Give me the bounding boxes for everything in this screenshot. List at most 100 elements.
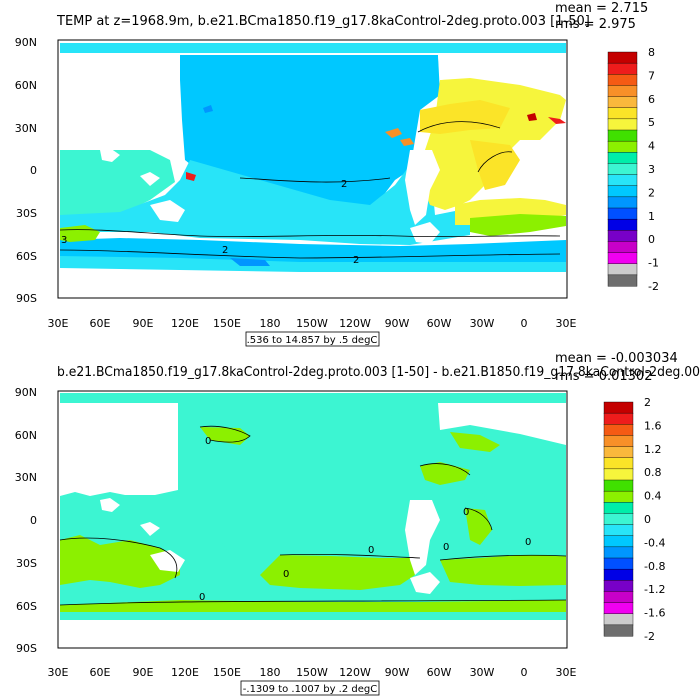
panel-2-contour-label: 0: [463, 507, 469, 518]
panel-1-rms: rms = 2.975: [555, 17, 636, 32]
panel-1-x-tick: 30E: [48, 317, 69, 330]
colorbar-label: 2: [644, 396, 651, 409]
colorbar-cell: [607, 252, 638, 265]
panel-1-x-tick: 120E: [171, 317, 199, 330]
panel-1-x-tick: 60W: [427, 317, 452, 330]
colorbar-cell: [607, 230, 638, 242]
panel-1-x-tick: 30E: [556, 317, 577, 330]
panel-1-y-tick: 30N: [15, 122, 37, 135]
colorbar-label: 1: [648, 210, 655, 223]
colorbar-cell: [603, 546, 634, 559]
panel-1-x-tick: 90W: [385, 317, 410, 330]
panel-2-colorbar-labels: 2 1.6 1.2 0.8 0.4 0 -0.4 -0.8 -1.2 -1.6 -2: [644, 396, 665, 643]
panel-1-info-box: .536 to 14.857 by .5 degC: [245, 331, 380, 347]
colorbar-label: -1.6: [644, 607, 665, 620]
panel-2-x-tick: 60W: [427, 666, 452, 679]
panel-1-y-tick: 60N: [15, 79, 37, 92]
panel-1-hotspots: [186, 105, 566, 266]
colorbar-cell: [603, 524, 634, 537]
colorbar-cell: [607, 129, 638, 142]
panel-1-contour-label: 2: [353, 255, 359, 266]
colorbar-label: 7: [648, 69, 655, 82]
panel-1-y-tick: 60S: [16, 250, 37, 263]
panel-2-colorbar-cells: [603, 401, 634, 637]
colorbar-cell: [603, 568, 634, 581]
panel-2-contour-label: 0: [525, 537, 531, 548]
colorbar-cell: [607, 218, 638, 231]
colorbar-cell: [603, 435, 634, 448]
colorbar-label: -1.2: [644, 583, 665, 596]
colorbar-cell: [607, 62, 638, 75]
panel-1-x-tick: 180: [260, 317, 281, 330]
panel-1-info-text: .536 to 14.857 by .5 degC: [247, 335, 378, 346]
panel-2-y-tick: 60S: [16, 600, 37, 613]
colorbar-cell: [603, 502, 634, 514]
panel-1-colorbar-labels: 8 7 6 5 4 3 2 1 0 -1 -2: [648, 46, 659, 293]
panel-2-rms: rms = 0.01302: [555, 369, 652, 384]
panel-1-y-tick: 90S: [16, 292, 37, 305]
colorbar-cell: [603, 613, 634, 626]
colorbar-cell: [607, 185, 638, 198]
colorbar-cell: [603, 424, 634, 436]
panel-1: TEMP at z=1968.9m, b.e21.BCma1850.f19_g1…: [15, 1, 659, 347]
colorbar-cell: [603, 602, 634, 615]
panel-2-contour-label: 0: [443, 542, 449, 553]
colorbar-cell: [603, 457, 634, 470]
panel-2-x-tick: 30W: [470, 666, 495, 679]
colorbar-cell: [603, 513, 634, 526]
panel-2-x-tick: 30E: [48, 666, 69, 679]
panel-2-y-tick: 0: [30, 514, 37, 527]
colorbar-label: -2: [648, 280, 659, 293]
colorbar-label: 3: [648, 163, 655, 176]
colorbar-cell: [603, 412, 634, 425]
panel-2-x-tick: 0: [521, 666, 528, 679]
panel-1-atlantic: [60, 78, 566, 242]
colorbar-cell: [603, 580, 634, 592]
colorbar-label: 8: [648, 46, 655, 59]
panel-1-ocean: [60, 43, 566, 272]
panel-1-x-tick: 120W: [339, 317, 371, 330]
panel-2-contours: [59, 425, 567, 606]
panel-1-contour-labels: 2 2 2 3: [61, 179, 359, 266]
panel-1-contour-label: 2: [222, 245, 228, 256]
colorbar-label: 2: [648, 186, 655, 199]
panel-2-frame: [57, 390, 568, 649]
panel-2-x-tick: 30E: [556, 666, 577, 679]
panel-2-y-tick: 90S: [16, 642, 37, 655]
colorbar-label: 0.8: [644, 466, 662, 479]
panel-1-title: TEMP at z=1968.9m, b.e21.BCma1850.f19_g1…: [56, 14, 590, 29]
panel-2-contour-label: 0: [368, 545, 374, 556]
panel-1-colorbar: 8 7 6 5 4 3 2 1 0 -1 -2: [607, 46, 659, 293]
panel-2-x-tick: 120E: [171, 666, 199, 679]
panel-1-x-tick: 90E: [133, 317, 154, 330]
colorbar-cell: [607, 74, 638, 86]
colorbar-cell: [607, 174, 638, 187]
panel-2-x-tick: 90E: [133, 666, 154, 679]
panel-2: mean = -0.003034 b.e21.BCma1850.f19_g17.…: [15, 351, 700, 696]
panel-2-x-tick: 120W: [339, 666, 371, 679]
panel-2-y-tick: 60N: [15, 429, 37, 442]
colorbar-cell: [607, 85, 638, 98]
panel-1-land: [60, 53, 566, 298]
panel-2-title: b.e21.BCma1850.f19_g17.8kaControl-2deg.p…: [57, 365, 700, 380]
colorbar-cell: [607, 263, 638, 276]
colorbar-cell: [607, 140, 638, 153]
panel-1-contours: [59, 121, 561, 259]
panel-1-x-tick: 30W: [470, 317, 495, 330]
colorbar-cell: [603, 535, 634, 548]
colorbar-cell: [603, 401, 634, 414]
colorbar-cell: [607, 207, 638, 220]
panel-1-colorbar-cells: [607, 51, 638, 287]
panel-2-x-tick: 150W: [296, 666, 328, 679]
colorbar-cell: [607, 107, 638, 120]
panel-2-y-tick: 90N: [15, 386, 37, 399]
colorbar-label: 1.2: [644, 443, 662, 456]
panel-2-x-tick: 180: [260, 666, 281, 679]
panel-2-contour-label: 0: [205, 436, 211, 447]
colorbar-cell: [607, 96, 638, 109]
colorbar-label: -1: [648, 257, 659, 270]
panel-1-x-axis: 30E 60E 90E 120E 150E 180 150W 120W 90W …: [48, 317, 577, 330]
panel-1-y-tick: 0: [30, 164, 37, 177]
panel-1-x-tick: 0: [521, 317, 528, 330]
panel-1-x-tick: 60E: [90, 317, 111, 330]
